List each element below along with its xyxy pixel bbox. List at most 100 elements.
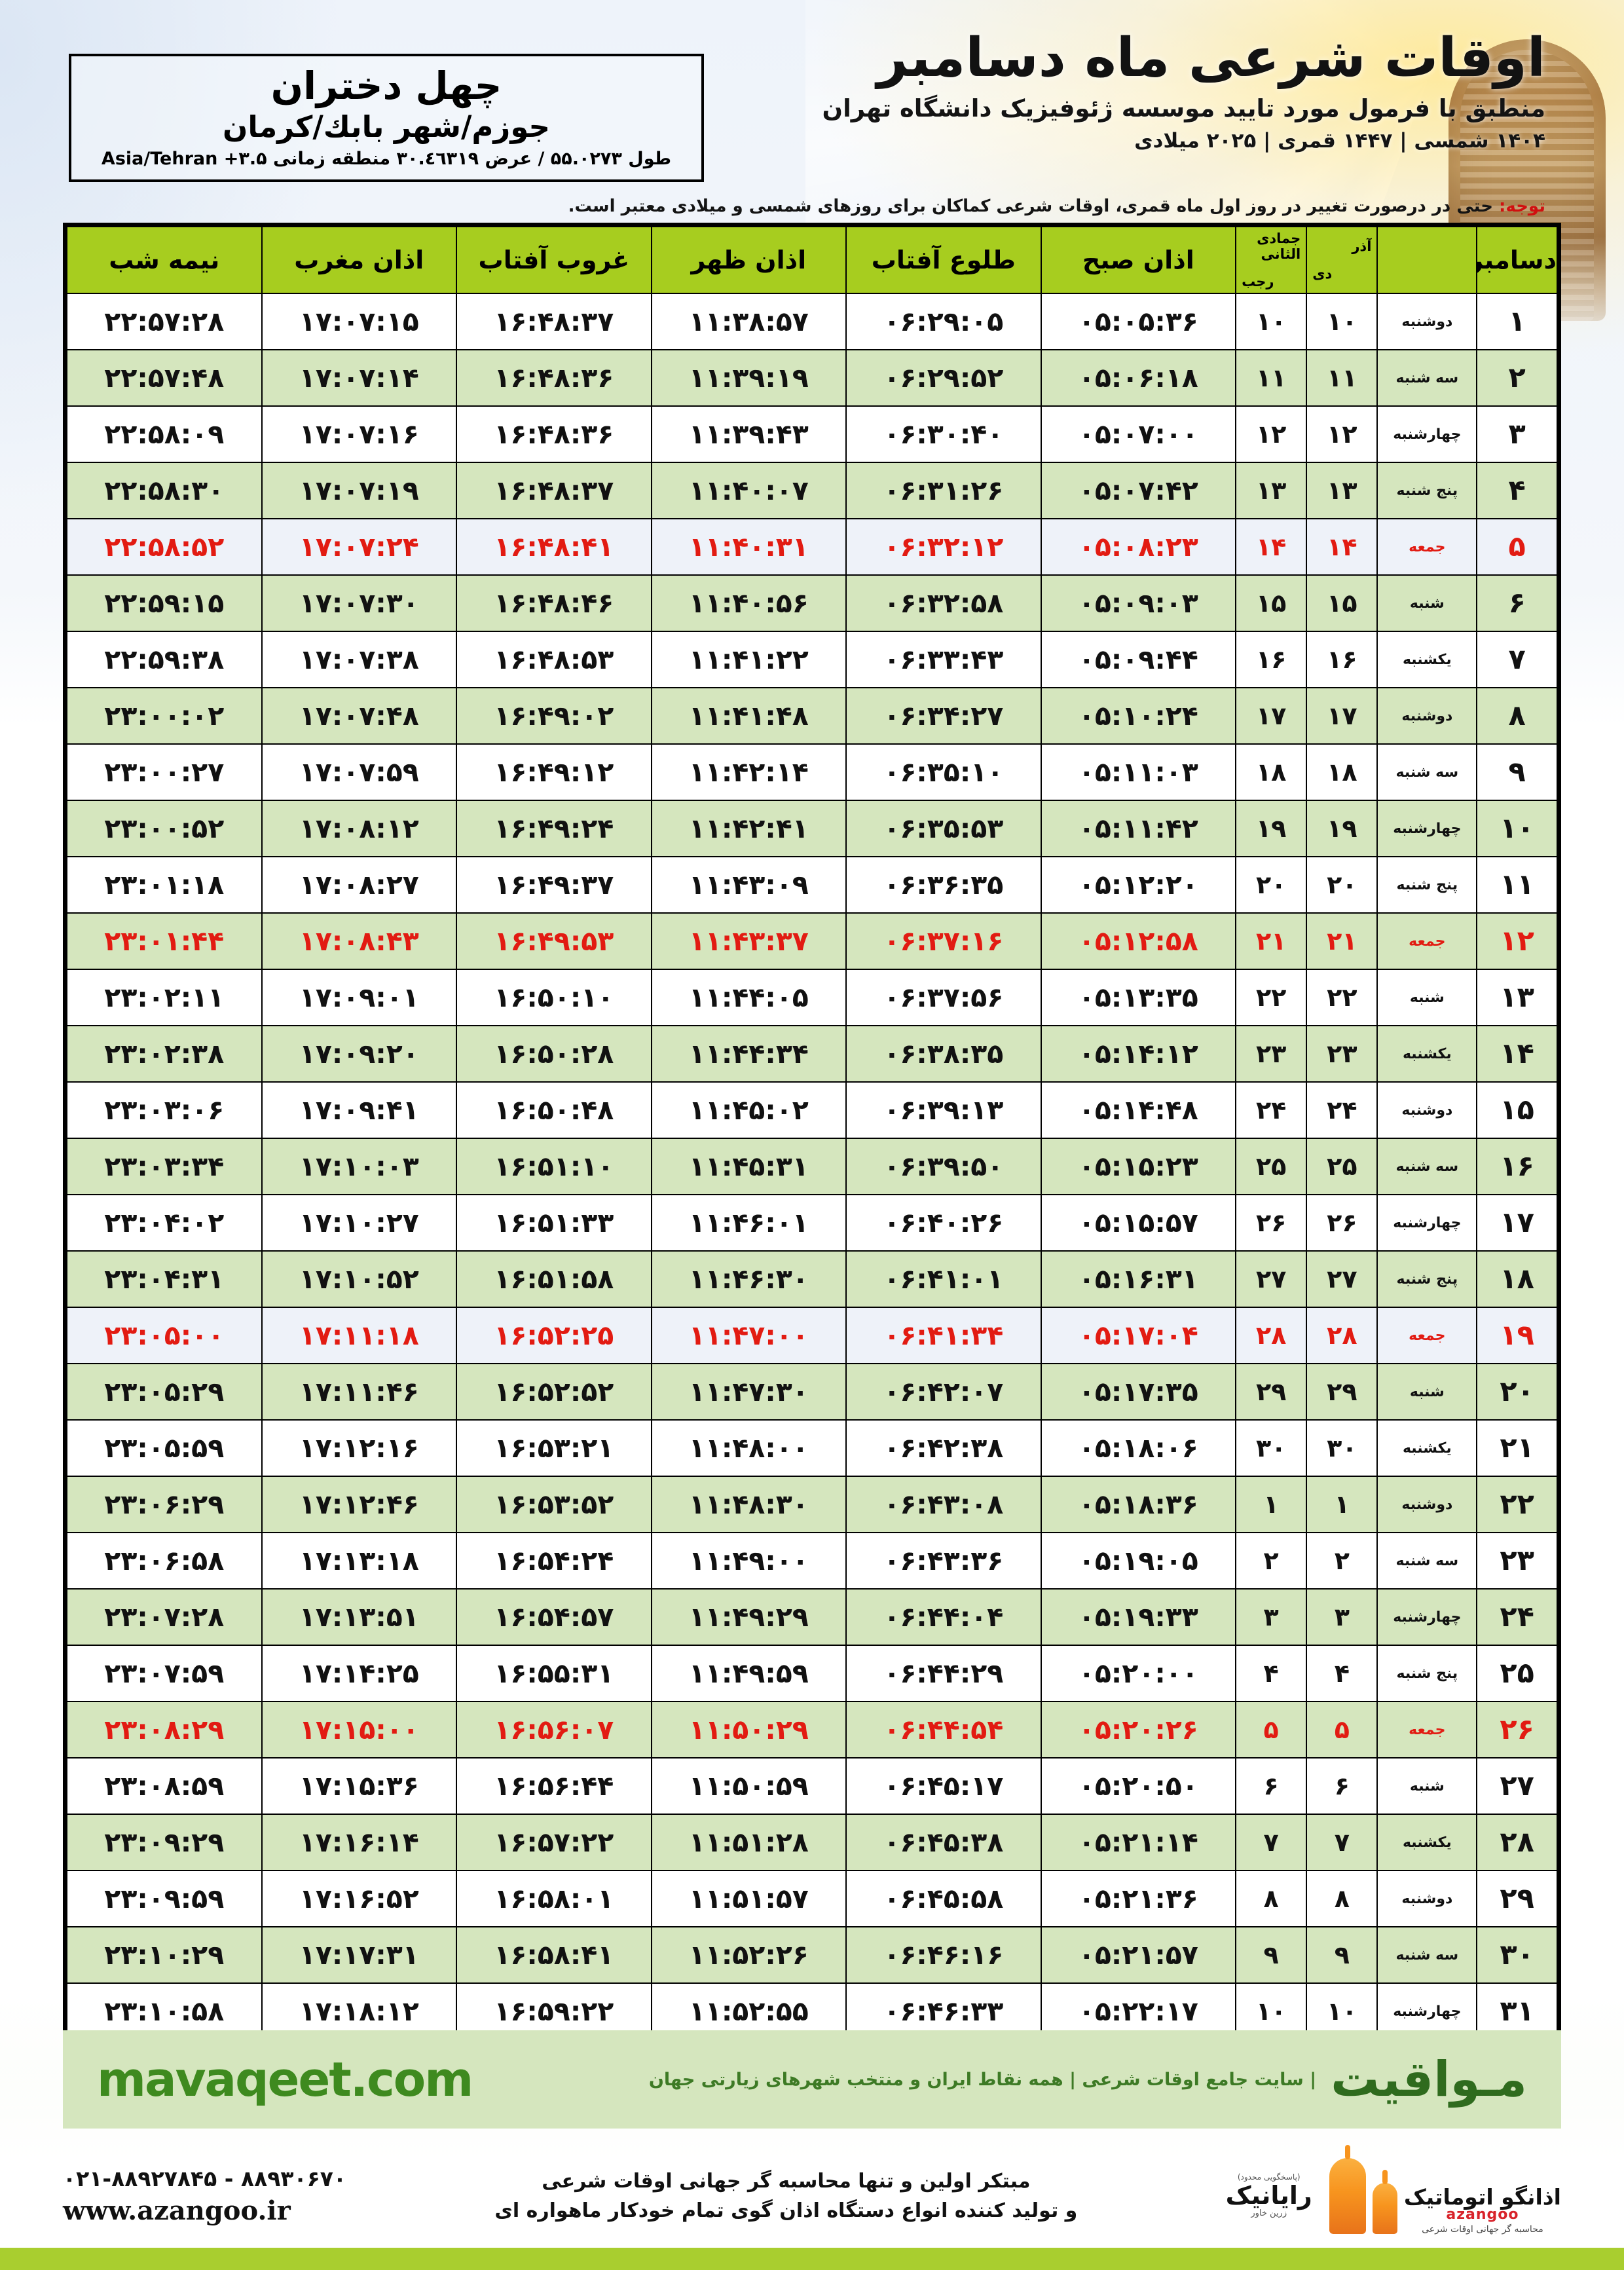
shamsi-date: ۲۳ (1306, 1025, 1378, 1083)
column-header-qamari-top: جمادی الثانی (1257, 231, 1301, 262)
fajr-time: ۰۵:۱۷:۰۴ (1040, 1307, 1237, 1364)
sunset-time: ۱۶:۴۸:۵۳ (456, 631, 652, 688)
fajr-time: ۰۵:۱۸:۳۶ (1040, 1476, 1237, 1533)
weekday-name: جمعه (1376, 912, 1478, 970)
maghrib-time: ۱۷:۱۵:۳۶ (261, 1757, 458, 1815)
shamsi-date: ۱۷ (1306, 687, 1378, 745)
table-row: ۲۸ یکشنبه ۷ ۷ ۰۵:۲۱:۱۴ ۰۶:۴۵:۳۸ ۱۱:۵۱:۲۸ ۱۶:۵۷:… (66, 1814, 1558, 1871)
weekday-name: جمعه (1376, 1701, 1478, 1758)
day-number: ۸ (1476, 687, 1558, 745)
fajr-time: ۰۵:۱۶:۳۱ (1040, 1250, 1237, 1308)
table-row: ۱۳ شنبه ۲۲ ۲۲ ۰۵:۱۳:۳۵ ۰۶:۳۷:۵۶ ۱۱:۴۴:۰۵ ۱۶:۵۰:… (66, 969, 1558, 1026)
city-path: جوزم/شهر بابك/كرمان (223, 109, 550, 144)
page-subtitle: منطبق با فرمول مورد تایید موسسه ژئوفیزیک… (822, 94, 1545, 123)
sunrise-time: ۰۶:۴۳:۳۶ (845, 1532, 1042, 1590)
shamsi-date: ۱۳ (1306, 462, 1378, 519)
table-row: ۱۹ جمعه ۲۸ ۲۸ ۰۵:۱۷:۰۴ ۰۶:۴۱:۳۴ ۱۱:۴۷:۰۰ ۱۶:۵۲:… (66, 1307, 1558, 1364)
qamari-date: ۱۷ (1235, 687, 1308, 745)
table-row: ۹ سه شنبه ۱۸ ۱۸ ۰۵:۱۱:۰۳ ۰۶:۳۵:۱۰ ۱۱:۴۲:۱۴ ۱۶:۴… (66, 743, 1558, 801)
sunset-time: ۱۶:۵۷:۲۲ (456, 1814, 652, 1871)
sunrise-time: ۰۶:۳۵:۵۳ (845, 800, 1042, 857)
midnight-time: ۲۳:۰۴:۳۱ (66, 1250, 263, 1308)
brand-website-link[interactable]: mavaqeet.com (97, 2052, 473, 2107)
qamari-date: ۱۵ (1235, 574, 1308, 632)
midnight-time: ۲۳:۰۲:۳۸ (66, 1025, 263, 1083)
weekday-name: دوشنبه (1376, 687, 1478, 745)
sunrise-time: ۰۶:۳۹:۱۳ (845, 1081, 1042, 1139)
column-header-shamsi-bot: دی (1312, 266, 1333, 282)
note-text: حتی در درصورت تغییر در روز اول ماه قمری،… (568, 196, 1493, 216)
midnight-time: ۲۳:۱۰:۲۹ (66, 1926, 263, 1984)
maghrib-time: ۱۷:۰۷:۱۵ (261, 293, 458, 350)
table-row: ۱۵ دوشنبه ۲۴ ۲۴ ۰۵:۱۴:۴۸ ۰۶:۳۹:۱۳ ۱۱:۴۵:۰۲ ۱۶:۵… (66, 1081, 1558, 1139)
shamsi-date: ۲۲ (1306, 969, 1378, 1026)
day-number: ۲۲ (1476, 1476, 1558, 1533)
weekday-name: دوشنبه (1376, 1081, 1478, 1139)
sunset-time: ۱۶:۴۸:۳۶ (456, 405, 652, 463)
azangoo-label-fa: اذانگو اتوماتیک (1403, 2184, 1561, 2210)
sunset-time: ۱۶:۵۱:۱۰ (456, 1138, 652, 1195)
shamsi-date: ۶ (1306, 1757, 1378, 1815)
weekday-name: سه شنبه (1376, 1926, 1478, 1984)
weekday-name: پنج شنبه (1376, 1645, 1478, 1702)
azangoo-logo[interactable]: اذانگو اتوماتیک azangoo محاسبه گر جهانی … (1329, 2158, 1561, 2234)
column-header-sunrise: طلوع آفتاب (845, 226, 1042, 294)
sunrise-time: ۰۶:۳۹:۵۰ (845, 1138, 1042, 1195)
table-body: ۱ دوشنبه ۱۰ ۱۰ ۰۵:۰۵:۳۶ ۰۶:۲۹:۰۵ ۱۱:۳۸:۵۷ ۱۶:۴۸… (66, 293, 1558, 2040)
maghrib-time: ۱۷:۰۹:۰۱ (261, 969, 458, 1026)
midnight-time: ۲۳:۰۹:۵۹ (66, 1870, 263, 1927)
day-number: ۱۷ (1476, 1194, 1558, 1252)
rayanic-logo[interactable]: (پاسخگویی محدود) رایانیک زرین خاور (1226, 2173, 1312, 2218)
weekday-name: سه شنبه (1376, 1532, 1478, 1590)
midnight-time: ۲۳:۰۴:۰۲ (66, 1194, 263, 1252)
sunset-time: ۱۶:۵۳:۲۱ (456, 1419, 652, 1477)
fajr-time: ۰۵:۱۰:۲۴ (1040, 687, 1237, 745)
fajr-time: ۰۵:۱۳:۳۵ (1040, 969, 1237, 1026)
sunrise-time: ۰۶:۴۶:۱۶ (845, 1926, 1042, 1984)
city-name: چهل دختران (270, 64, 502, 108)
day-number: ۷ (1476, 631, 1558, 688)
sunrise-time: ۰۶:۳۶:۳۵ (845, 856, 1042, 914)
day-number: ۱۵ (1476, 1081, 1558, 1139)
day-number: ۱۰ (1476, 800, 1558, 857)
weekday-name: چهارشنبه (1376, 1194, 1478, 1252)
fajr-time: ۰۵:۱۷:۳۵ (1040, 1363, 1237, 1421)
table-row: ۲۲ دوشنبه ۱ ۱ ۰۵:۱۸:۳۶ ۰۶:۴۳:۰۸ ۱۱:۴۸:۳۰ ۱۶:۵۳:… (66, 1476, 1558, 1533)
maghrib-time: ۱۷:۰۹:۴۱ (261, 1081, 458, 1139)
fajr-time: ۰۵:۰۷:۴۲ (1040, 462, 1237, 519)
page-title: اوقات شرعی ماه دسامبر (877, 27, 1545, 89)
azangoo-label-en: azangoo (1446, 2206, 1519, 2223)
midnight-time: ۲۲:۵۸:۳۰ (66, 462, 263, 519)
maghrib-time: ۱۷:۱۰:۲۷ (261, 1194, 458, 1252)
weekday-name: پنج شنبه (1376, 1250, 1478, 1308)
maghrib-time: ۱۷:۰۷:۴۸ (261, 687, 458, 745)
dhuhr-time: ۱۱:۴۷:۰۰ (650, 1307, 847, 1364)
maghrib-time: ۱۷:۱۳:۱۸ (261, 1532, 458, 1590)
weekday-name: سه شنبه (1376, 349, 1478, 407)
dhuhr-time: ۱۱:۴۹:۲۹ (650, 1588, 847, 1646)
table-row: ۳۰ سه شنبه ۹ ۹ ۰۵:۲۱:۵۷ ۰۶:۴۶:۱۶ ۱۱:۵۲:۲۶ ۱۶:۵۸… (66, 1926, 1558, 1984)
qamari-date: ۴ (1235, 1645, 1308, 1702)
contact-website[interactable]: www.azangoo.ir (63, 2195, 291, 2226)
sunset-time: ۱۶:۵۸:۴۱ (456, 1926, 652, 1984)
day-number: ۲۰ (1476, 1363, 1558, 1421)
qamari-date: ۱۳ (1235, 462, 1308, 519)
day-number: ۹ (1476, 743, 1558, 801)
maghrib-time: ۱۷:۰۸:۱۲ (261, 800, 458, 857)
table-row: ۱۷ چهارشنبه ۲۶ ۲۶ ۰۵:۱۵:۵۷ ۰۶:۴۰:۲۶ ۱۱:۴۶:۰۱ ۱۶… (66, 1194, 1558, 1252)
shamsi-date: ۱۹ (1306, 800, 1378, 857)
brand-tagline: | سایت جامع اوقات شرعی | همه نقاط ایران … (648, 2069, 1317, 2090)
shamsi-date: ۲۱ (1306, 912, 1378, 970)
sunset-time: ۱۶:۵۶:۰۷ (456, 1701, 652, 1758)
shamsi-date: ۱۱ (1306, 349, 1378, 407)
midnight-time: ۲۲:۵۸:۵۲ (66, 518, 263, 576)
sunset-time: ۱۶:۴۹:۳۷ (456, 856, 652, 914)
fajr-time: ۰۵:۱۸:۰۶ (1040, 1419, 1237, 1477)
maghrib-time: ۱۷:۱۳:۵۱ (261, 1588, 458, 1646)
day-number: ۲۷ (1476, 1757, 1558, 1815)
footer-logos: اذانگو اتوماتیک azangoo محاسبه گر جهانی … (1226, 2158, 1561, 2234)
footer-slogan-line-2: و تولید کننده انواع دستگاه اذان گوی تمام… (494, 2199, 1078, 2222)
qamari-date: ۱۸ (1235, 743, 1308, 801)
table-row: ۱ دوشنبه ۱۰ ۱۰ ۰۵:۰۵:۳۶ ۰۶:۲۹:۰۵ ۱۱:۳۸:۵۷ ۱۶:۴۸… (66, 293, 1558, 350)
qamari-date: ۲۶ (1235, 1194, 1308, 1252)
